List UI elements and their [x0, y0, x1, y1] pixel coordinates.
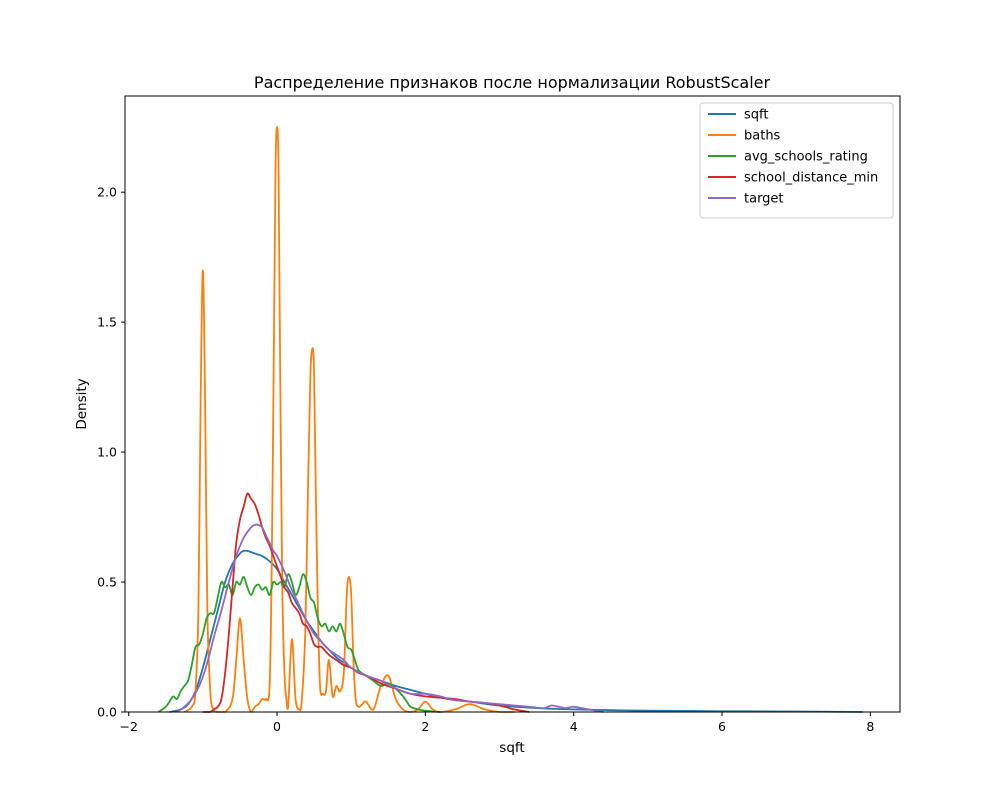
- y-tick-label: 0.0: [97, 705, 117, 720]
- x-tick-label: 8: [866, 719, 874, 734]
- legend-label: school_distance_min: [744, 171, 878, 186]
- legend-label: avg_schools_rating: [744, 150, 868, 165]
- x-tick-label: 6: [718, 719, 726, 734]
- y-tick-label: 2.0: [97, 185, 117, 200]
- x-axis-label: sqft: [499, 740, 524, 756]
- y-tick-label: 1.0: [97, 445, 117, 460]
- x-tick-label: 4: [570, 719, 578, 734]
- chart-title: Распределение признаков после нормализац…: [254, 73, 771, 92]
- series-line-baths: [183, 126, 515, 713]
- x-axis: −2 0 2 4 6 8: [119, 712, 874, 734]
- y-tick-label: 0.5: [97, 575, 117, 590]
- x-tick-label: −2: [119, 719, 137, 734]
- series-line-avg_schools_rating: [157, 573, 441, 713]
- legend-box: [699, 102, 894, 219]
- plot-frame: [124, 95, 901, 713]
- y-axis: 0.0 0.5 1.0 1.5 2.0: [97, 185, 125, 720]
- series-line-sqft: [169, 549, 863, 713]
- x-tick-label: 0: [273, 719, 281, 734]
- legend: sqft baths avg_schools_rating school_distan…: [699, 102, 894, 219]
- legend-label: target: [744, 192, 784, 207]
- legend-label: baths: [744, 129, 781, 144]
- legend-label: sqft: [744, 108, 768, 123]
- x-tick-label: 2: [421, 719, 429, 734]
- series-line-target: [176, 523, 604, 713]
- y-axis-label: Density: [74, 378, 90, 429]
- y-tick-label: 1.5: [97, 315, 117, 330]
